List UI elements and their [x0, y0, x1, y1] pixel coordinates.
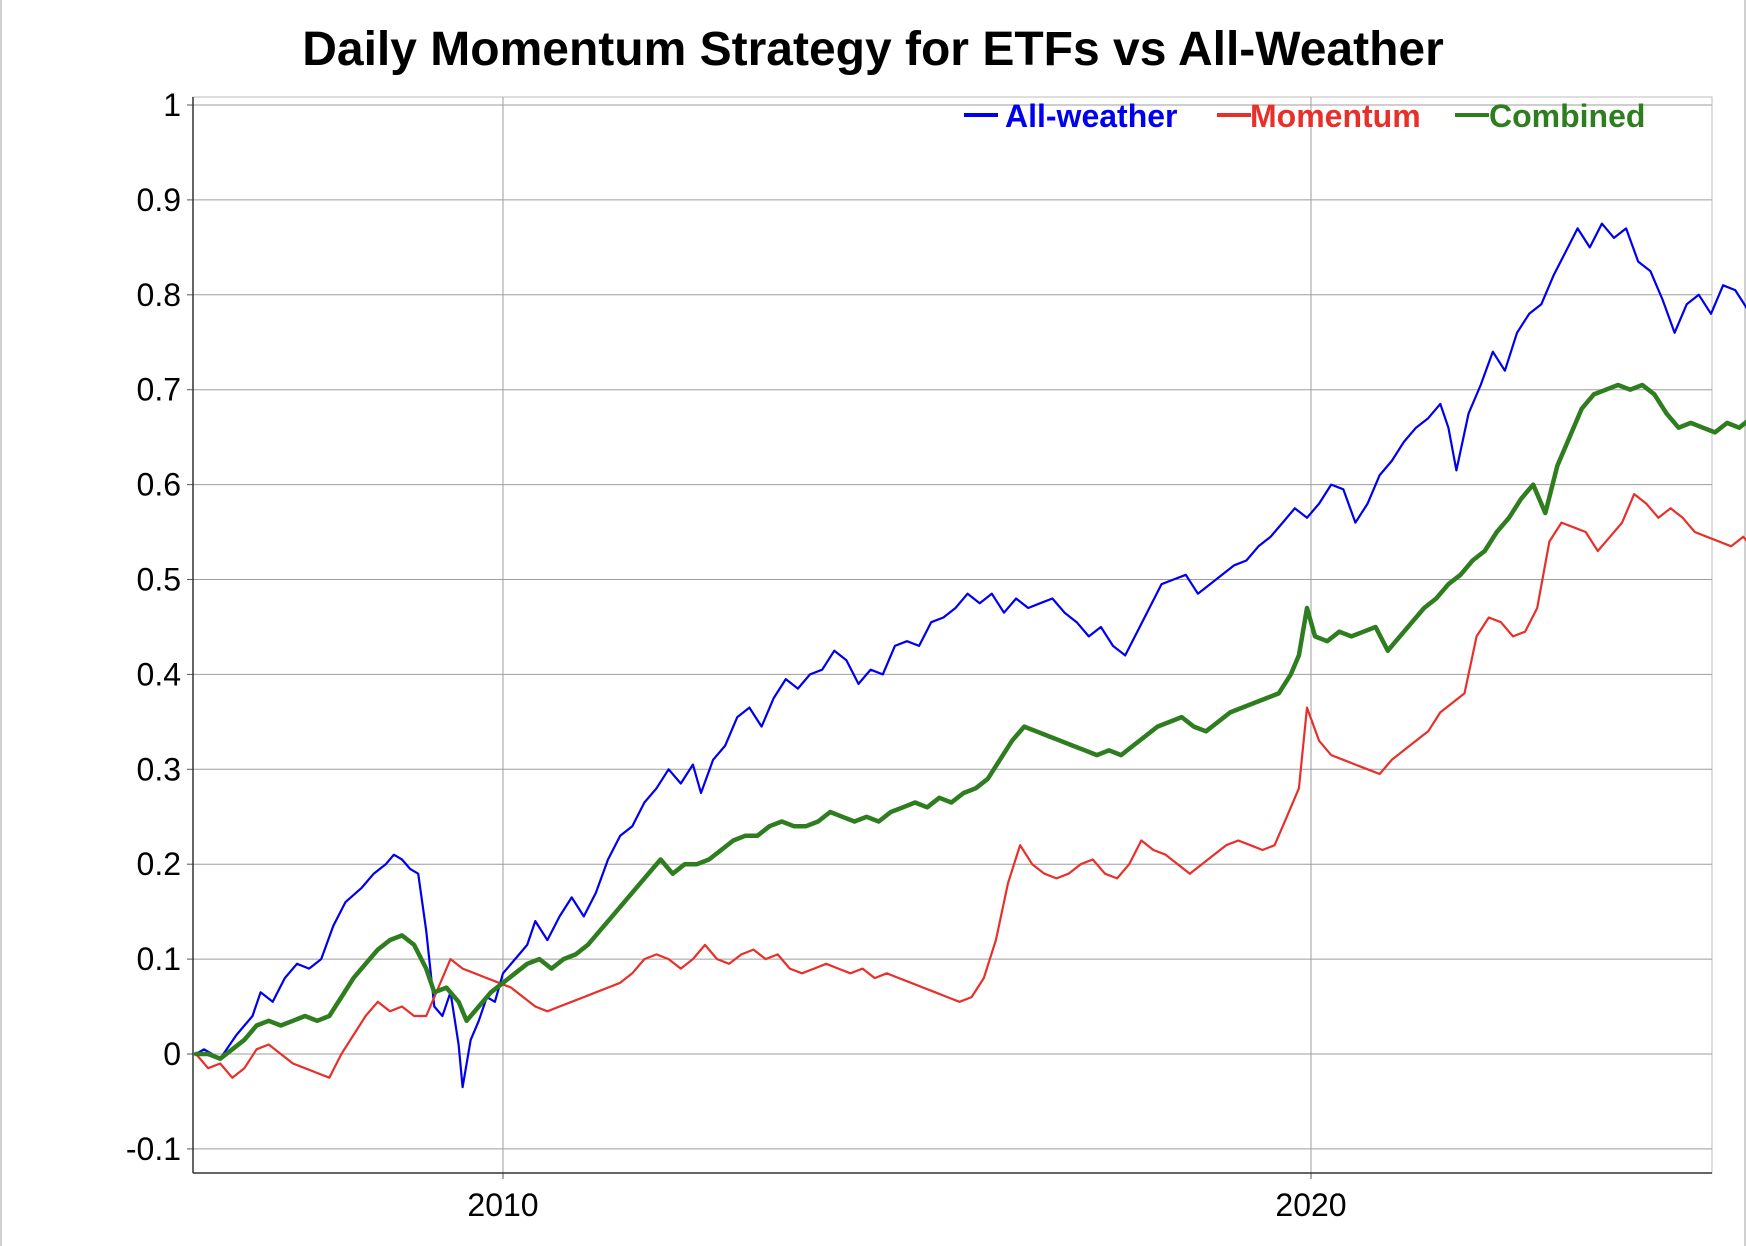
legend: All-weather Momentum Combined	[964, 98, 1645, 134]
series-layer	[193, 222, 1746, 1089]
legend-label-all-weather: All-weather	[1005, 98, 1177, 134]
y-tick-label: -0.1	[126, 1131, 181, 1167]
y-tick-label: 0.1	[137, 941, 181, 977]
series-line-all-weather	[194, 222, 1746, 1089]
plot-area-frame	[192, 96, 1713, 1174]
y-tick-label: 0.9	[137, 182, 181, 218]
y-tick-label: 0.7	[137, 372, 181, 408]
y-tick-label: 0	[163, 1036, 181, 1072]
axis-layer: -0.1 0 0.1 0.2 0.3 0.4 0.5 0.6 0.7 0.8 0.9 1 2010 202…	[126, 87, 1712, 1223]
y-tick-label: 0.8	[137, 277, 181, 313]
x-tick-label: 2010	[467, 1187, 538, 1223]
y-tick-label: 0.4	[137, 656, 181, 692]
y-tick-label: 0.2	[137, 846, 181, 882]
y-tick-label: 0.6	[137, 467, 181, 503]
y-tick-label: 1	[163, 87, 181, 123]
y-tick-label: 0.5	[137, 562, 181, 598]
y-tick-label: 0.3	[137, 751, 181, 787]
series-line-momentum	[194, 493, 1746, 1079]
series-line-combined	[193, 382, 1746, 1061]
chart-title: Daily Momentum Strategy for ETFs vs All-…	[302, 23, 1444, 76]
legend-label-combined: Combined	[1489, 98, 1645, 134]
grid-layer	[192, 96, 1713, 1174]
x-tick-label: 2020	[1275, 1187, 1346, 1223]
legend-label-momentum: Momentum	[1250, 98, 1421, 134]
